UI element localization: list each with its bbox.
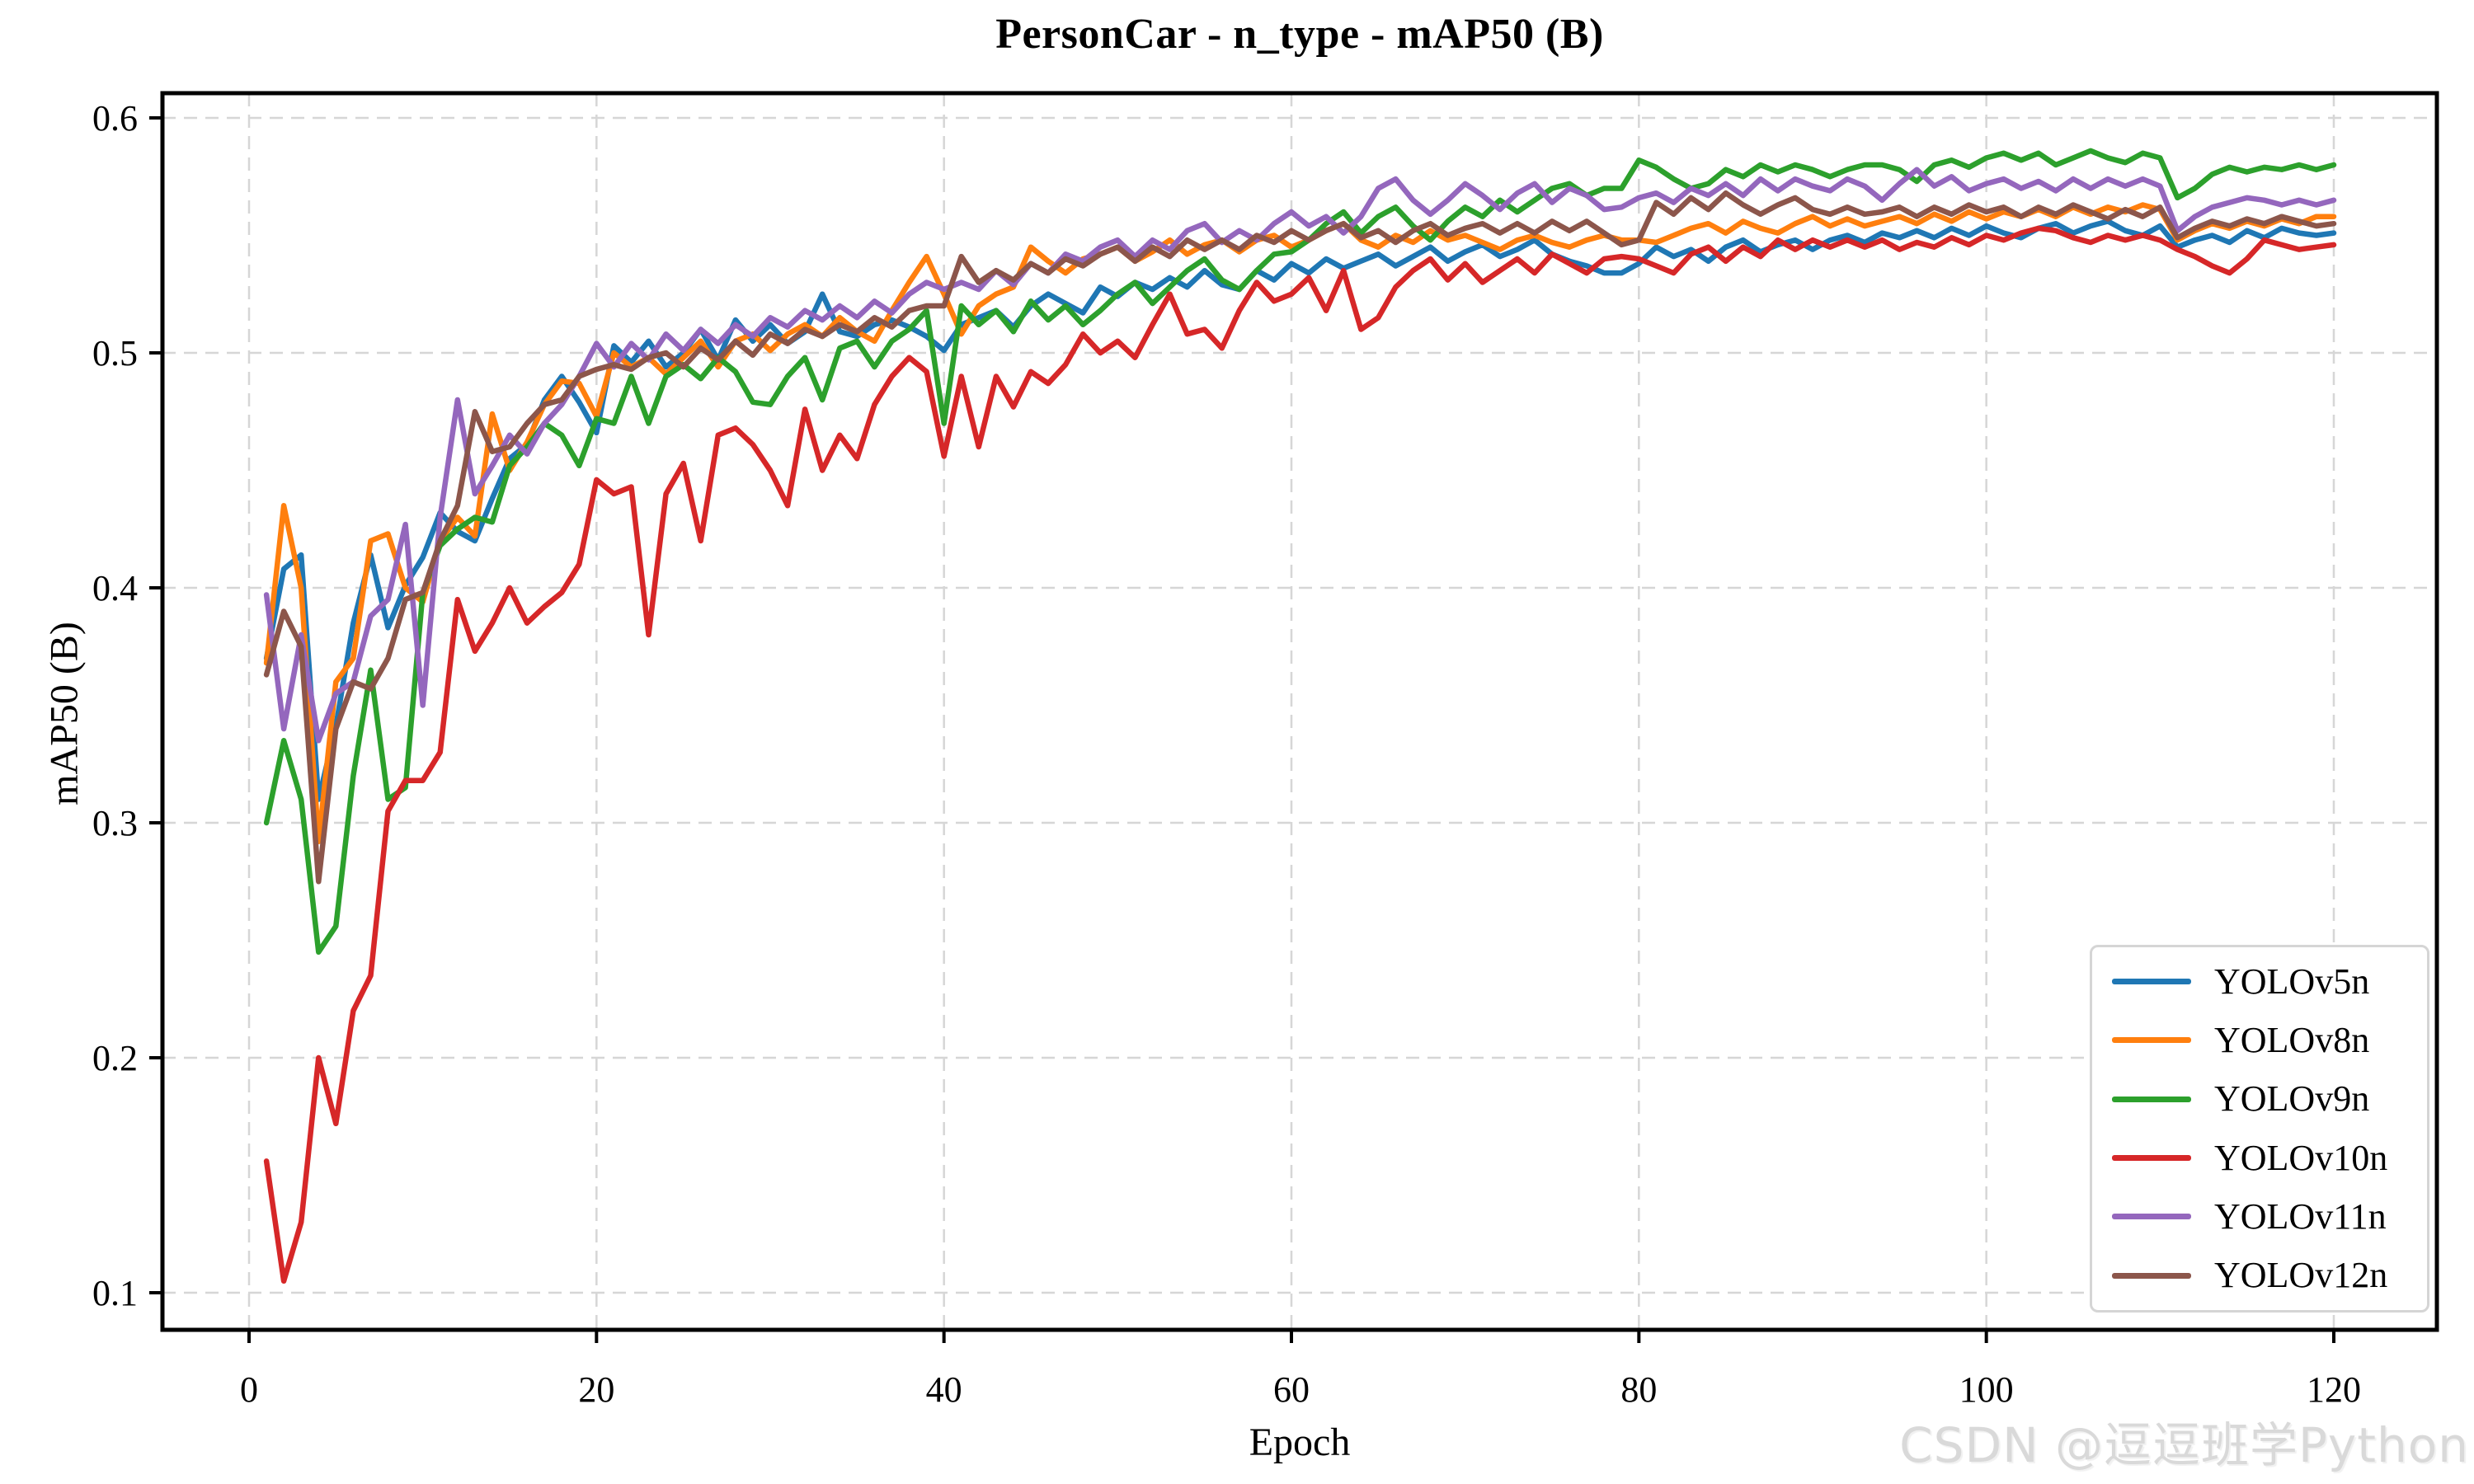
tick-label-x: 100	[1959, 1369, 2014, 1410]
series-lines	[263, 148, 2337, 1284]
tick-labels: 0 20 40 60 80 100 120 0.1 0.2 0.3 0.4 0.5 0.6	[92, 98, 2361, 1410]
legend-label: YOLOv11n	[2214, 1195, 2387, 1237]
y-axis-label: mAP50 (B)	[42, 622, 87, 805]
legend-line-sample	[2112, 1214, 2191, 1220]
series-line-yolov8n	[263, 202, 2337, 845]
legend-line-sample	[2112, 1037, 2191, 1044]
legend-item-yolov8n: YOLOv8n	[2092, 1019, 2427, 1060]
legend-line-sample	[2112, 1272, 2191, 1279]
legend-item-yolov5n: YOLOv5n	[2092, 960, 2427, 1002]
legend-label: YOLOv10n	[2214, 1137, 2388, 1178]
watermark: CSDN @逗逗班学Python	[1899, 1417, 2469, 1473]
legend-label: YOLOv12n	[2214, 1255, 2388, 1296]
series-line-yolov10n	[263, 225, 2337, 1284]
tick-label-x: 20	[578, 1369, 614, 1410]
tick-label-x: 80	[1620, 1369, 1657, 1410]
tick-marks	[149, 116, 2335, 1343]
tick-label-y: 0.3	[92, 803, 138, 843]
legend-label: YOLOv8n	[2214, 1019, 2370, 1060]
x-axis-label: Epoch	[1249, 1421, 1351, 1464]
chart-title: PersonCar - n_type - mAP50 (B)	[995, 11, 1604, 58]
legend-line-sample	[2112, 1096, 2191, 1102]
series-line-yolov11n	[263, 167, 2337, 744]
series-line-yolov5n	[263, 218, 2337, 802]
legend: YOLOv5n YOLOv8n YOLOv9n YOLOv10n YOLOv11n YOL…	[2090, 945, 2429, 1313]
tick-label-x: 0	[240, 1369, 258, 1410]
legend-line-sample	[2112, 979, 2191, 985]
legend-line-sample	[2112, 1155, 2191, 1162]
legend-label: YOLOv5n	[2214, 960, 2370, 1002]
legend-item-yolov11n: YOLOv11n	[2092, 1195, 2427, 1237]
legend-label: YOLOv9n	[2214, 1078, 2370, 1120]
legend-item-yolov10n: YOLOv10n	[2092, 1137, 2427, 1178]
tick-label-y: 0.4	[92, 568, 138, 608]
tick-label-y: 0.5	[92, 333, 138, 373]
tick-label-y: 0.1	[92, 1273, 138, 1313]
tick-label-x: 60	[1273, 1369, 1310, 1410]
tick-label-y: 0.2	[92, 1038, 138, 1078]
series-line-yolov12n	[263, 190, 2337, 885]
legend-item-yolov12n: YOLOv12n	[2092, 1257, 2427, 1294]
axes-spines	[160, 91, 2439, 1332]
tick-label-y: 0.6	[92, 98, 138, 139]
tick-label-x: 40	[926, 1369, 962, 1410]
legend-item-yolov9n: YOLOv9n	[2092, 1081, 2427, 1117]
tick-label-x: 120	[2307, 1369, 2361, 1410]
series-line-yolov9n	[263, 148, 2337, 956]
